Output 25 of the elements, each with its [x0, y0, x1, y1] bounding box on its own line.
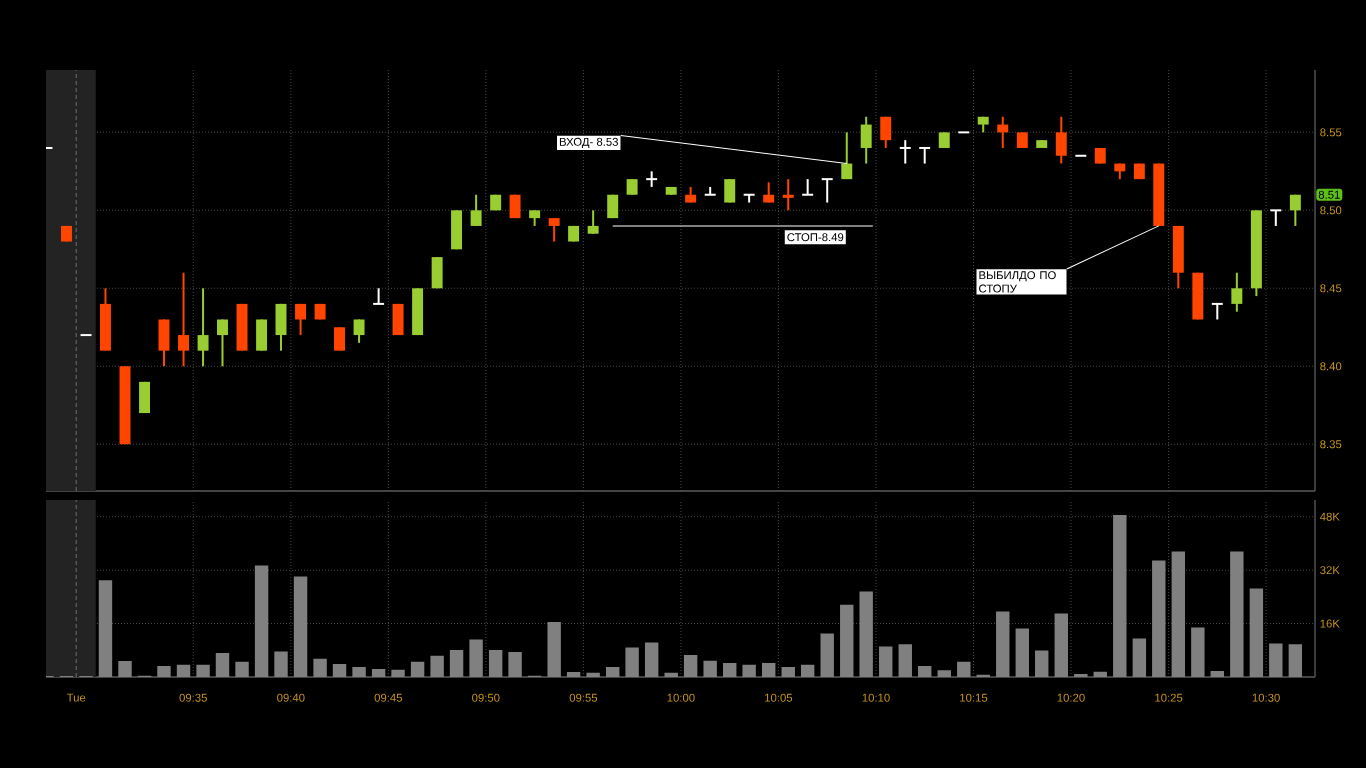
- x-tick-label: 09:55: [569, 693, 598, 702]
- annotation: ВХОД- 8.53: [559, 137, 618, 148]
- y-tick-label: 8.40: [1320, 362, 1342, 371]
- x-tick-label: 10:25: [1155, 693, 1183, 702]
- annotation: ВЫБИЛДО ПО СТОПУ: [979, 271, 1056, 293]
- y-tick-label: 16K: [1320, 619, 1340, 628]
- x-tick-label: 10:30: [1252, 693, 1280, 702]
- text: 8.51: [1318, 190, 1340, 199]
- y-tick-label: 8.35: [1320, 440, 1342, 449]
- y-tick-label: 8.45: [1320, 284, 1342, 293]
- y-tick-label: 8.50: [1320, 206, 1342, 215]
- x-tick-label: 10:05: [765, 693, 793, 702]
- x-tick-label: 10:00: [667, 693, 695, 702]
- x-tick-label: 09:40: [277, 693, 305, 702]
- x-tick-label: 10:20: [1057, 693, 1085, 702]
- x-tick-label: 09:45: [374, 693, 403, 702]
- y-tick-label: 32K: [1320, 566, 1340, 575]
- x-tick-label: 09:35: [179, 693, 207, 702]
- y-tick-label: 48K: [1319, 512, 1340, 521]
- annotation: СТОП-8.49: [787, 233, 844, 242]
- x-tick-label: 09:50: [472, 693, 500, 702]
- y-tick-label: 8.55: [1320, 128, 1342, 137]
- x-tick-label: 10:15: [960, 693, 988, 702]
- x-tick-label: 10:10: [862, 693, 890, 702]
- x-tick-label: Tue: [66, 693, 86, 702]
